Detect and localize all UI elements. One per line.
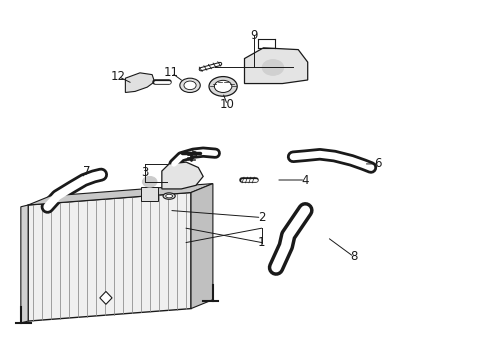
Text: 11: 11 xyxy=(164,66,179,79)
Text: 2: 2 xyxy=(257,211,264,224)
Polygon shape xyxy=(162,162,203,189)
Circle shape xyxy=(262,60,283,75)
Polygon shape xyxy=(28,193,191,321)
Circle shape xyxy=(142,176,157,187)
Text: 7: 7 xyxy=(82,165,90,177)
Polygon shape xyxy=(244,48,307,84)
Text: 12: 12 xyxy=(110,70,125,83)
Polygon shape xyxy=(141,187,158,202)
Ellipse shape xyxy=(214,80,231,93)
Text: 9: 9 xyxy=(250,29,258,42)
Text: 5: 5 xyxy=(189,147,197,160)
Ellipse shape xyxy=(208,77,237,96)
Ellipse shape xyxy=(183,81,196,90)
Text: 4: 4 xyxy=(301,174,308,186)
Polygon shape xyxy=(191,184,212,309)
Polygon shape xyxy=(100,292,112,304)
Polygon shape xyxy=(21,205,28,323)
Polygon shape xyxy=(28,184,212,205)
Ellipse shape xyxy=(180,78,200,93)
Ellipse shape xyxy=(163,193,175,199)
Text: 8: 8 xyxy=(349,250,357,263)
Polygon shape xyxy=(125,73,154,93)
Text: 3: 3 xyxy=(141,166,148,179)
Ellipse shape xyxy=(165,194,172,198)
Text: 1: 1 xyxy=(257,236,264,249)
Text: 6: 6 xyxy=(374,157,381,170)
Text: 10: 10 xyxy=(220,99,234,112)
